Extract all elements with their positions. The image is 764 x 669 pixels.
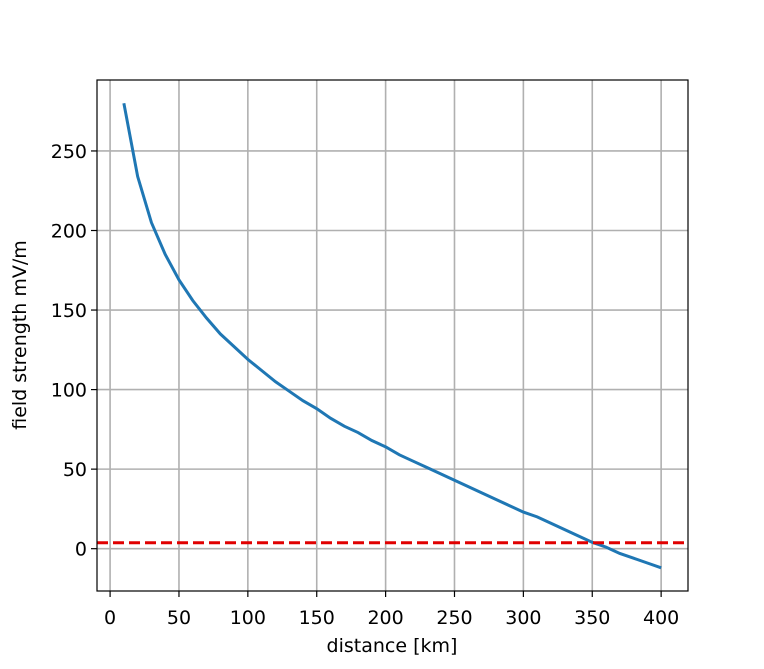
y-tick-label: 50 [63, 459, 87, 481]
y-tick-label: 250 [51, 141, 87, 163]
x-tick-label: 300 [505, 607, 541, 629]
y-axis-label: field strength mV/m [9, 240, 31, 430]
y-tick-label: 200 [51, 221, 87, 243]
data-line [122, 102, 662, 570]
x-tick-label: 0 [104, 607, 116, 629]
y-tick-label: 100 [51, 380, 87, 402]
x-tick-label: 250 [436, 607, 472, 629]
x-tick-label: 50 [167, 607, 191, 629]
x-tick-label: 350 [574, 607, 610, 629]
x-tick-label: 100 [230, 607, 266, 629]
x-axis-label: distance [km] [327, 635, 458, 657]
y-tick-label: 150 [51, 300, 87, 322]
plot-frame [96, 79, 689, 592]
x-tick-label: 200 [367, 607, 403, 629]
x-tick-label: 150 [299, 607, 335, 629]
x-tick-label: 400 [643, 607, 679, 629]
y-tick-label: 0 [75, 539, 87, 561]
